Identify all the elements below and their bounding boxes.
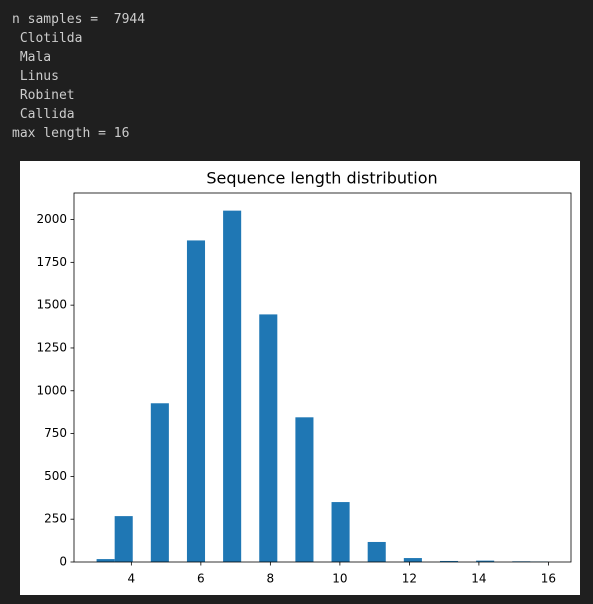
bar [331, 502, 350, 562]
axes-frame [73, 192, 572, 563]
y-tick-label: 500 [44, 469, 67, 483]
chart-title: Sequence length distribution [206, 169, 437, 188]
y-tick-label: 1750 [36, 255, 67, 269]
text-output: n samples = 7944 Clotilda Mala Linus Rob… [12, 10, 145, 143]
x-tick-label: 10 [332, 572, 347, 586]
x-tick-label: 6 [197, 572, 205, 586]
y-tick-label: 2000 [36, 212, 67, 226]
y-tick-label: 0 [59, 555, 67, 569]
chart: Sequence length distribution 0 250 500 750 1… [20, 161, 580, 595]
output-line: Robinet [12, 88, 75, 103]
output-line: n samples = 7944 [12, 12, 146, 27]
output-line: Callida [12, 107, 75, 122]
bar [295, 417, 314, 562]
output-line: max length = 16 [12, 126, 130, 141]
x-tick-label: 14 [471, 572, 486, 586]
bar [96, 559, 115, 562]
x-tick-label: 12 [402, 572, 417, 586]
output-line: Clotilda [12, 31, 83, 46]
y-tick-label: 250 [44, 512, 67, 526]
bar [150, 403, 169, 562]
x-tick-label: 4 [128, 572, 136, 586]
bar [476, 560, 495, 562]
bar [259, 314, 278, 562]
y-tick-label: 1250 [36, 340, 67, 354]
bar [223, 210, 242, 562]
output-line: Mala [12, 50, 52, 65]
y-tick-label: 750 [44, 426, 67, 440]
bar [114, 516, 133, 562]
bar [403, 558, 422, 562]
y-tick-label: 1500 [36, 298, 67, 312]
bar [367, 541, 386, 562]
bar [186, 240, 206, 562]
y-tick-label: 1000 [36, 383, 67, 397]
x-tick-label: 16 [541, 572, 556, 586]
x-tick-label: 8 [267, 572, 275, 586]
bar [439, 560, 459, 562]
output-line: Linus [12, 69, 59, 84]
